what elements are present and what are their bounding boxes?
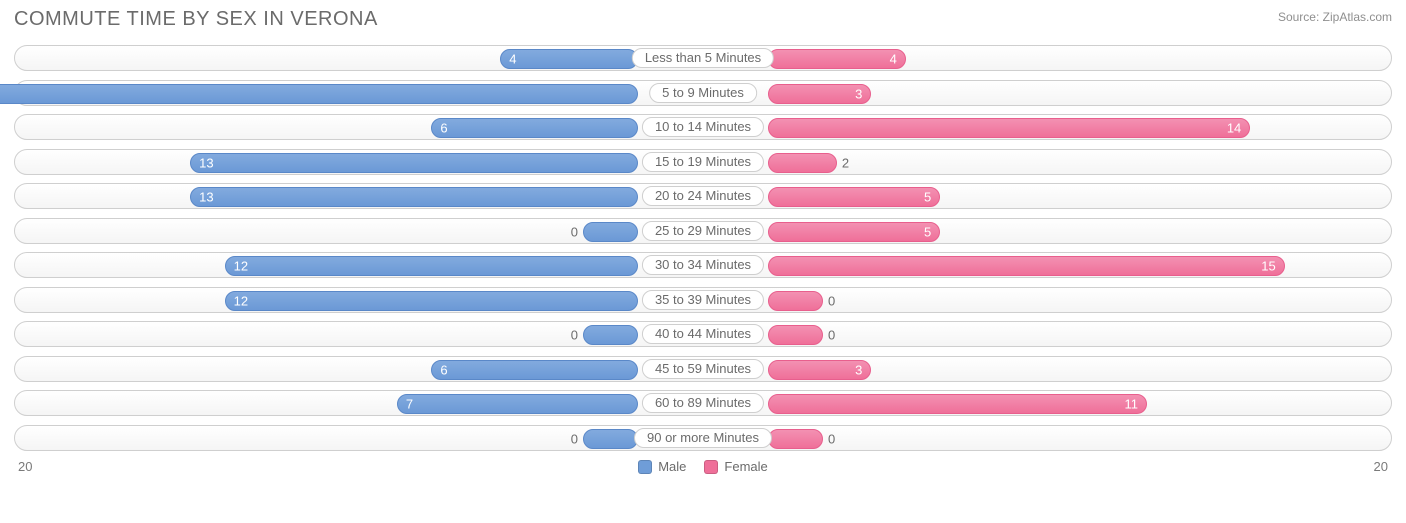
category-label: Less than 5 Minutes <box>632 48 774 68</box>
male-value: 7 <box>406 397 413 412</box>
female-value: 11 <box>1124 397 1138 412</box>
female-bar: 5 <box>768 222 940 242</box>
female-bar: 4 <box>768 49 906 69</box>
legend: Male Female <box>638 459 768 474</box>
male-bar: 13 <box>190 187 638 207</box>
male-bar: 0 <box>583 429 638 449</box>
legend-swatch-female <box>704 460 718 474</box>
male-bar: 6 <box>431 118 638 138</box>
legend-item-female: Female <box>704 459 767 474</box>
female-bar: 3 <box>768 360 871 380</box>
legend-item-male: Male <box>638 459 686 474</box>
female-bar: 5 <box>768 187 940 207</box>
female-bar: 15 <box>768 256 1285 276</box>
male-value: 0 <box>571 224 578 239</box>
female-value: 0 <box>828 328 835 343</box>
category-label: 35 to 39 Minutes <box>642 290 764 310</box>
male-bar: 12 <box>225 291 638 311</box>
bar-row: 0090 or more Minutes <box>14 425 1392 451</box>
axis-right-max: 20 <box>1374 459 1388 474</box>
bar-row: 0040 to 44 Minutes <box>14 321 1392 347</box>
legend-label-male: Male <box>658 459 686 474</box>
bar-row: 6 3 45 to 59 Minutes <box>14 356 1392 382</box>
male-value: 12 <box>234 259 248 274</box>
female-value: 4 <box>890 52 897 67</box>
female-value: 0 <box>828 431 835 446</box>
female-bar: 0 <box>768 291 823 311</box>
bar-row: 13 5 20 to 24 Minutes <box>14 183 1392 209</box>
chart-header: COMMUTE TIME BY SEX IN VERONA Source: Zi… <box>14 8 1392 31</box>
male-bar: 0 <box>583 222 638 242</box>
diverging-bar-chart: 4 4 Less than 5 Minutes 2 0 3 5 to 9 Minutes 6 1… <box>14 45 1392 451</box>
legend-label-female: Female <box>724 459 767 474</box>
male-bar: 13 <box>190 153 638 173</box>
bar-row: 12035 to 39 Minutes <box>14 287 1392 313</box>
female-bar: 14 <box>768 118 1250 138</box>
category-label: 15 to 19 Minutes <box>642 152 764 172</box>
female-bar: 11 <box>768 394 1147 414</box>
female-bar: 3 <box>768 84 871 104</box>
bar-row: 4 4 Less than 5 Minutes <box>14 45 1392 71</box>
male-value: 0 <box>571 328 578 343</box>
chart-title: COMMUTE TIME BY SEX IN VERONA <box>14 8 378 31</box>
male-value: 4 <box>509 52 516 67</box>
male-bar: 4 <box>500 49 638 69</box>
male-bar: 0 <box>583 325 638 345</box>
female-bar: 0 <box>768 325 823 345</box>
legend-swatch-male <box>638 460 652 474</box>
male-value: 12 <box>234 293 248 308</box>
bar-row: 13215 to 19 Minutes <box>14 149 1392 175</box>
bar-row: 6 14 10 to 14 Minutes <box>14 114 1392 140</box>
category-label: 20 to 24 Minutes <box>642 186 764 206</box>
male-value: 6 <box>440 121 447 136</box>
category-label: 10 to 14 Minutes <box>642 117 764 137</box>
female-value: 5 <box>924 224 931 239</box>
axis-left-max: 20 <box>18 459 32 474</box>
category-label: 5 to 9 Minutes <box>649 83 757 103</box>
female-value: 14 <box>1227 121 1241 136</box>
male-value: 6 <box>440 362 447 377</box>
male-value: 0 <box>571 431 578 446</box>
male-bar: 12 <box>225 256 638 276</box>
male-value: 13 <box>199 190 213 205</box>
bar-row: 0 5 25 to 29 Minutes <box>14 218 1392 244</box>
female-value: 3 <box>855 86 862 101</box>
category-label: 40 to 44 Minutes <box>642 324 764 344</box>
category-label: 30 to 34 Minutes <box>642 255 764 275</box>
male-bar: 20 <box>0 84 638 104</box>
category-label: 25 to 29 Minutes <box>642 221 764 241</box>
female-value: 2 <box>842 155 849 170</box>
female-value: 5 <box>924 190 931 205</box>
male-bar: 7 <box>397 394 638 414</box>
category-label: 60 to 89 Minutes <box>642 393 764 413</box>
female-value: 0 <box>828 293 835 308</box>
male-value: 13 <box>199 155 213 170</box>
chart-footer: 20 Male Female 20 <box>14 459 1392 474</box>
bar-row: 7 11 60 to 89 Minutes <box>14 390 1392 416</box>
bar-row: 12 15 30 to 34 Minutes <box>14 252 1392 278</box>
female-bar: 2 <box>768 153 837 173</box>
female-value: 15 <box>1261 259 1275 274</box>
male-bar: 6 <box>431 360 638 380</box>
female-value: 3 <box>855 362 862 377</box>
bar-row: 2035 to 9 Minutes <box>14 80 1392 106</box>
category-label: 45 to 59 Minutes <box>642 359 764 379</box>
female-bar: 0 <box>768 429 823 449</box>
chart-source: Source: ZipAtlas.com <box>1278 8 1392 24</box>
category-label: 90 or more Minutes <box>634 428 772 448</box>
